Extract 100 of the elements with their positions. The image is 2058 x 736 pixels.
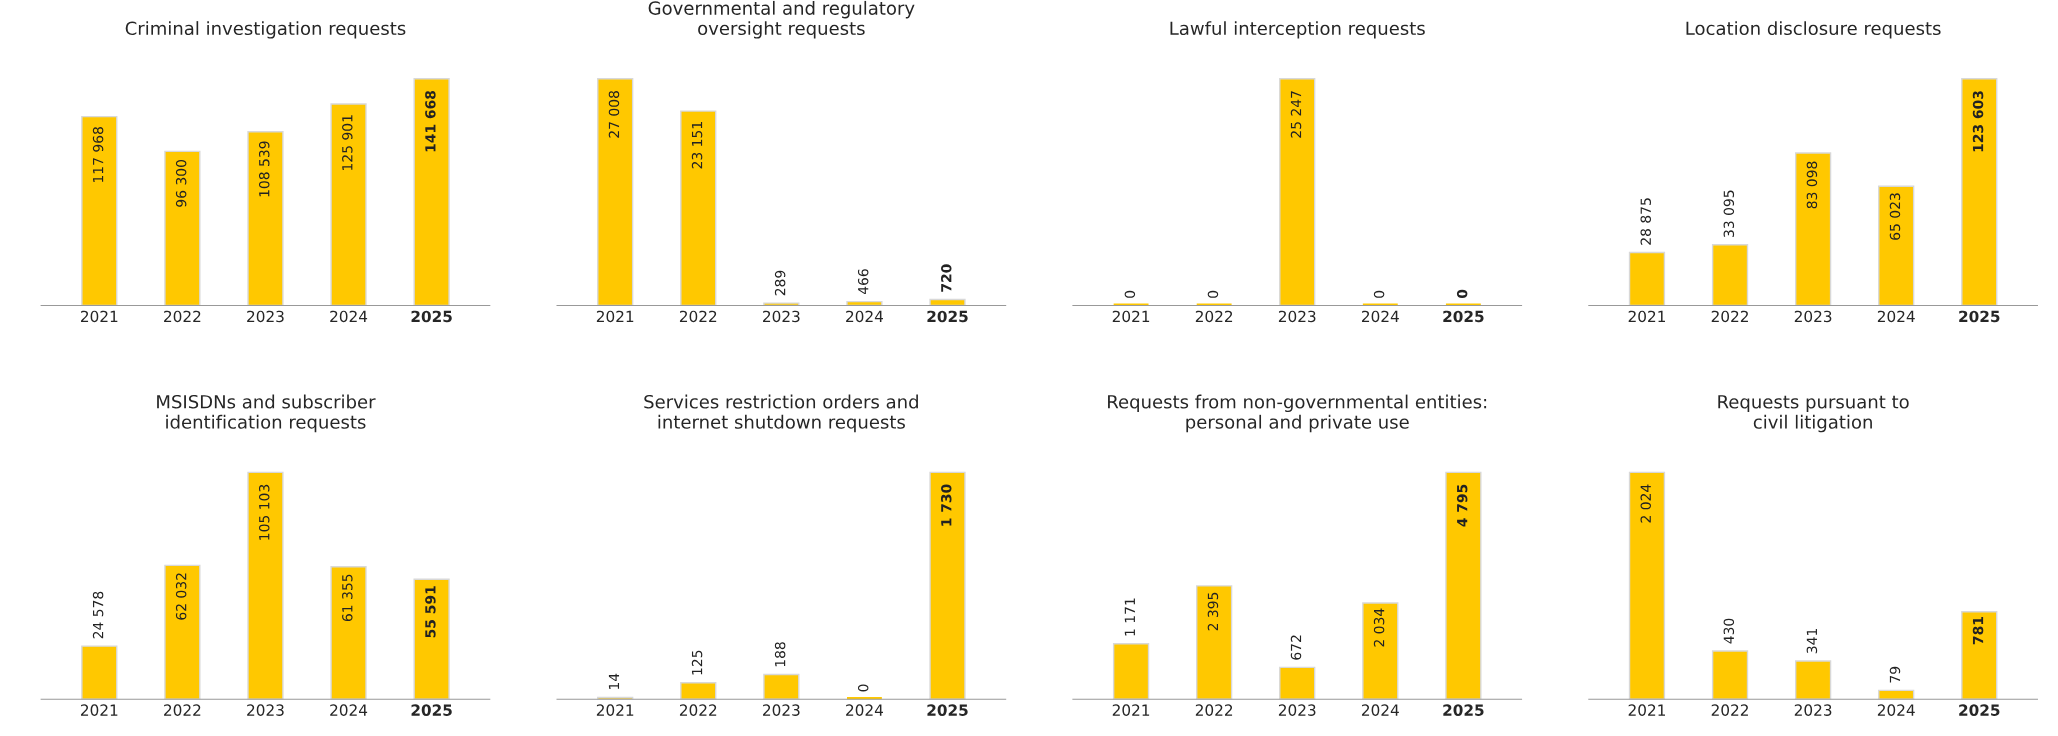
- bar: [81, 645, 118, 700]
- data-label: 430: [1723, 618, 1735, 644]
- x-tick-label: 2023: [247, 704, 284, 716]
- x-tick-label: 2021: [596, 704, 634, 716]
- data-label: 4 795: [1456, 484, 1468, 527]
- x-tick-label: 2025: [1959, 310, 2000, 323]
- x-tick-label: 2023: [247, 310, 284, 323]
- x-tick-label: 2024: [1877, 704, 1915, 716]
- x-tick-label: 2023: [1794, 310, 1832, 323]
- x-tick-label: 2025: [1443, 704, 1484, 716]
- bar: [1711, 650, 1749, 700]
- x-tick-label: 2025: [411, 310, 452, 323]
- x-tick-label: 2024: [330, 704, 368, 716]
- data-label: 117 968: [92, 127, 104, 183]
- bar: [1878, 689, 1915, 700]
- data-label: 2 034: [1373, 608, 1385, 647]
- x-tick-label: 2023: [763, 310, 800, 323]
- data-label: 0: [1207, 290, 1219, 298]
- bar: [929, 471, 966, 700]
- x-tick-label: 2021: [596, 310, 634, 323]
- chart-title: Requests pursuant to civil litigation: [1718, 395, 1909, 433]
- data-label: 720: [941, 264, 952, 292]
- bar: [164, 150, 201, 306]
- bar: [247, 471, 284, 700]
- bar: [413, 78, 450, 306]
- data-label: 108 539: [258, 141, 270, 197]
- x-tick-label: 2024: [1877, 310, 1915, 323]
- x-tick-label: 2022: [164, 704, 201, 716]
- data-label: 33 095: [1723, 190, 1735, 237]
- data-label: 1 171: [1124, 598, 1135, 636]
- chart-title: Lawful interception requests: [1170, 21, 1425, 39]
- data-label: 341: [1806, 628, 1818, 654]
- data-label: 141 668: [425, 90, 436, 152]
- bar: [330, 566, 367, 700]
- data-label: 0: [1124, 290, 1136, 298]
- x-tick-label: 2024: [1361, 704, 1399, 716]
- x-tick-label: 2021: [1628, 310, 1665, 323]
- data-label: 25 247: [1290, 91, 1302, 138]
- x-tick-label: 2024: [1361, 310, 1399, 323]
- bar: [1878, 185, 1915, 306]
- x-tick-label: 2023: [1278, 704, 1316, 716]
- data-label: 79: [1889, 666, 1901, 683]
- x-tick-label: 2021: [80, 310, 118, 323]
- data-label: 14: [608, 673, 620, 690]
- bar: [680, 682, 717, 700]
- x-tick-label: 2023: [1278, 310, 1316, 323]
- data-label: 125 901: [342, 115, 353, 170]
- bar: [1794, 152, 1832, 306]
- data-label: 62 032: [175, 573, 187, 620]
- data-label: 65 023: [1889, 193, 1901, 240]
- chart-title: MSISDNs and subscriber identification requests: [157, 394, 376, 433]
- bar: [330, 103, 367, 306]
- x-tick-label: 2025: [927, 310, 968, 323]
- x-tick-label: 2024: [846, 310, 883, 323]
- bar: [1445, 471, 1482, 700]
- x-tick-label: 2022: [1195, 704, 1233, 716]
- chart-title: Services restriction orders and internet shutdown requests: [644, 394, 918, 433]
- x-tick-label: 2025: [1443, 310, 1484, 323]
- x-tick-label: 2022: [1711, 310, 1748, 323]
- bar: [247, 131, 284, 306]
- x-tick-label: 2022: [1195, 310, 1233, 323]
- x-tick-label: 2024: [330, 310, 368, 323]
- data-label: 672: [1290, 635, 1302, 660]
- bar: [763, 302, 800, 306]
- data-label: 28 875: [1640, 198, 1651, 245]
- bar: [763, 673, 800, 700]
- data-label: 24 578: [92, 591, 104, 639]
- x-tick-label: 2025: [411, 704, 452, 716]
- x-tick-label: 2021: [1112, 310, 1150, 323]
- bar: [1362, 602, 1399, 700]
- x-tick-label: 2021: [1628, 704, 1665, 716]
- bar: [1794, 660, 1832, 700]
- x-tick-label: 2022: [164, 310, 201, 323]
- bar: [1628, 471, 1666, 700]
- data-label: 61 355: [342, 574, 353, 622]
- bar: [929, 298, 966, 306]
- data-label: 781: [1972, 617, 1984, 645]
- bar: [1711, 244, 1749, 306]
- x-tick-label: 2023: [763, 704, 800, 716]
- chart-title: Criminal investigation requests: [125, 21, 406, 39]
- data-label: 83 098: [1806, 161, 1818, 209]
- data-label: 125: [691, 650, 703, 675]
- data-label: 289: [774, 270, 786, 296]
- bar: [1196, 585, 1233, 700]
- x-tick-label: 2025: [1959, 704, 2000, 716]
- bar: [1279, 666, 1316, 700]
- chart-title: Requests from non-governmental entities: personal and private use: [1108, 394, 1487, 433]
- x-tick-label: 2022: [1711, 704, 1748, 716]
- chart-title: Location disclosure requests: [1686, 21, 1941, 39]
- data-label: 2 395: [1207, 592, 1219, 631]
- data-label: 123 603: [1972, 91, 1984, 152]
- bar: [413, 578, 450, 700]
- x-tick-label: 2023: [1794, 704, 1832, 716]
- data-label: 27 008: [608, 91, 620, 138]
- data-label: 0: [857, 684, 869, 692]
- x-tick-label: 2022: [679, 704, 717, 716]
- bar: [846, 300, 883, 306]
- x-tick-label: 2021: [80, 704, 118, 716]
- data-label: 0: [1456, 289, 1468, 299]
- data-label: 105 103: [258, 484, 270, 540]
